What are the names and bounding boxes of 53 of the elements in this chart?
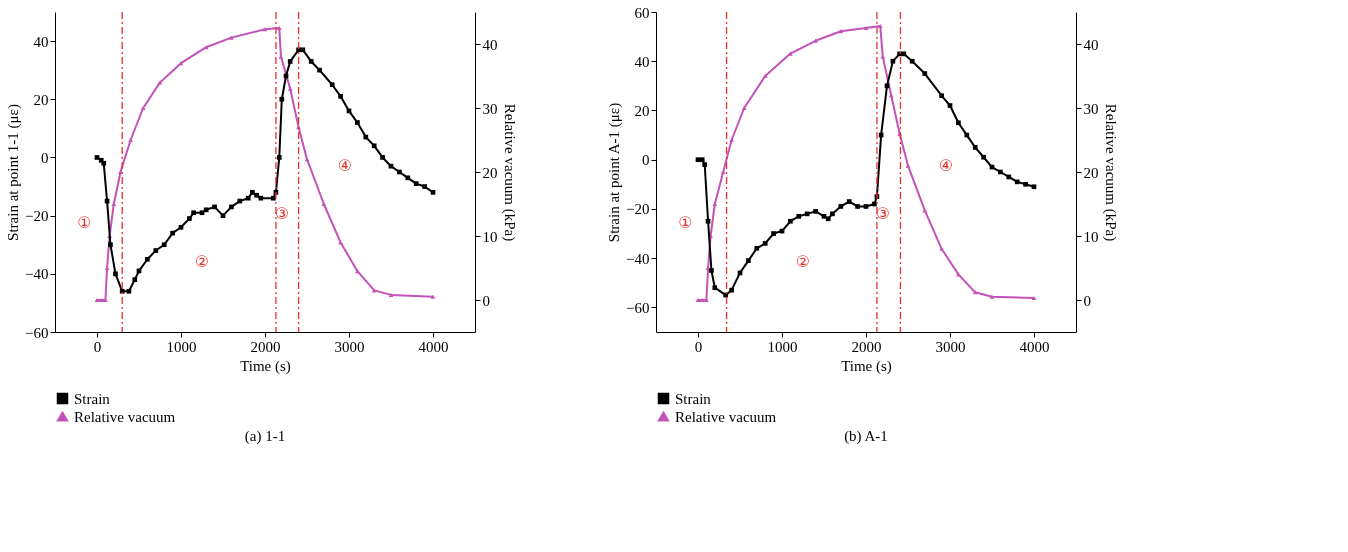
- x-axis-title: Time (s): [240, 357, 291, 375]
- y-tick-label: 40: [634, 53, 650, 70]
- legend-label: Strain: [74, 390, 111, 407]
- y-tick-label: −20: [626, 201, 650, 218]
- x-tick-label: 3000: [935, 338, 966, 355]
- x-tick-label: 3000: [334, 338, 365, 355]
- y-tick-label: −40: [25, 266, 49, 283]
- y2-axis-title: Relative vacuum (kPa): [500, 103, 518, 242]
- annotation: ④: [938, 155, 953, 175]
- x-tick-label: 0: [93, 338, 102, 355]
- y-tick-label: 0: [41, 149, 49, 166]
- x-tick-label: 2000: [851, 338, 882, 355]
- annotation: ②: [194, 251, 210, 271]
- y-axis-title: Strain at point 1-1 (με): [5, 104, 23, 241]
- x-tick-label: 2000: [250, 338, 281, 355]
- x-tick-label: 4000: [418, 338, 449, 355]
- text: (a) 1-1: [244, 428, 286, 445]
- annotation: ①: [77, 213, 92, 233]
- y-tick-label: 40: [33, 33, 49, 50]
- x-tick-label: 1000: [166, 338, 197, 355]
- y2-axis-title: Relative vacuum (kPa): [1101, 103, 1119, 242]
- x-tick-label: 4000: [1019, 338, 1050, 355]
- annotation: ①: [678, 213, 693, 233]
- y2-tick-label: 20: [482, 164, 498, 181]
- y2-tick-label: 30: [1083, 100, 1099, 117]
- y-axis-title: Strain at point A-1 (με): [606, 102, 624, 243]
- y2-tick-label: 40: [482, 36, 498, 53]
- y2-tick-label: 20: [1083, 164, 1099, 181]
- x-tick-label: 1000: [767, 338, 798, 355]
- y2-tick-label: 30: [482, 100, 498, 117]
- y-tick-label: 60: [634, 4, 650, 21]
- annotation: ③: [274, 203, 289, 223]
- y2-tick-label: 10: [1083, 228, 1099, 245]
- y2-tick-label: 40: [1083, 36, 1099, 53]
- x-tick-label: 0: [694, 338, 703, 355]
- annotation: ②: [795, 251, 811, 271]
- text: (b) A-1: [844, 428, 888, 445]
- y-tick-label: −60: [626, 299, 650, 316]
- y2-tick-label: 0: [482, 292, 490, 309]
- y2-tick-label: 10: [482, 228, 498, 245]
- annotation: ④: [337, 155, 352, 175]
- y-tick-label: 20: [33, 91, 49, 108]
- legend-label: Strain: [675, 390, 712, 407]
- y2-tick-label: 0: [1083, 292, 1091, 309]
- y-tick-label: −40: [626, 250, 650, 267]
- y-tick-label: 20: [634, 102, 650, 119]
- y-tick-label: 0: [642, 152, 650, 169]
- annotation: ③: [875, 203, 890, 223]
- y-tick-label: −20: [25, 208, 49, 225]
- legend-label: Relative vacuum: [675, 408, 777, 425]
- y-tick-label: −60: [25, 324, 49, 341]
- legend-label: Relative vacuum: [74, 408, 176, 425]
- x-axis-title: Time (s): [841, 357, 892, 375]
